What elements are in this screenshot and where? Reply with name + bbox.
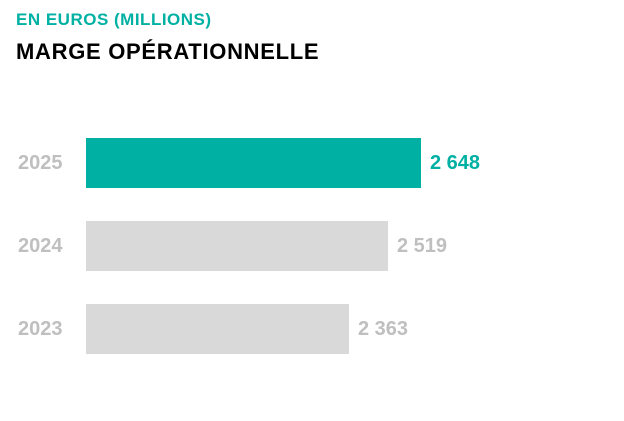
chart-subtitle: EN EUROS (MILLIONS) [16,10,212,29]
bar-2025 [86,138,421,188]
year-label-2023: 2023 [18,317,63,340]
value-label-2024: 2 519 [397,234,448,257]
bar-row-2024: 2024 2 519 [0,221,624,271]
bar-chart: 2025 2 648 2024 2 519 2023 2 363 [0,138,624,387]
bar-2024 [86,221,388,271]
chart-header: EN EUROS (MILLIONS) MARGE OPÉRATIONNELLE [16,0,319,65]
value-label-2023: 2 363 [358,317,409,340]
bar-2023 [86,304,349,354]
value-label-2025: 2 648 [430,151,481,174]
year-label-2025: 2025 [18,151,63,174]
bar-row-2025: 2025 2 648 [0,138,624,188]
year-label-2024: 2024 [18,234,63,257]
bar-row-2023: 2023 2 363 [0,304,624,354]
chart-title: MARGE OPÉRATIONNELLE [16,39,320,64]
